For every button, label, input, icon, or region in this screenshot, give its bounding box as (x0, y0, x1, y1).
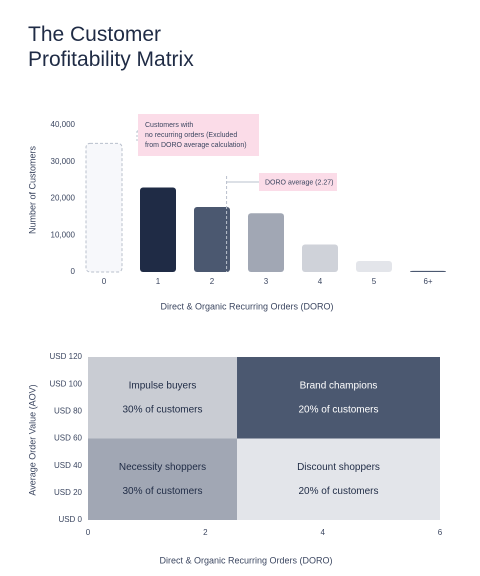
quadrant (237, 357, 440, 439)
quadrant-name: Impulse buyers (129, 380, 197, 391)
x-tick-label: 0 (102, 277, 107, 286)
annotation-box (138, 114, 259, 156)
x-axis-label: Direct & Organic Recurring Orders (DORO) (160, 301, 333, 311)
quadrant-name: Brand champions (300, 380, 378, 391)
quadrant-share: 30% of customers (122, 486, 202, 497)
y-tick-label: USD 40 (54, 461, 83, 470)
title: The Customer Profitability Matrix (28, 23, 194, 71)
x-tick-label: 0 (86, 528, 91, 537)
x-axis-label: Direct & Organic Recurring Orders (DORO) (159, 555, 332, 565)
y-tick-label: USD 60 (54, 434, 83, 443)
bar (356, 260, 392, 272)
quadrant (237, 438, 440, 520)
y-tick-label: USD 0 (58, 515, 82, 524)
y-axis-label: Average Order Value (AOV) (27, 384, 37, 495)
quadrant (88, 438, 238, 520)
quadrant-share: 20% of customers (298, 404, 378, 415)
annotation-text: from DORO average calculation) (145, 142, 247, 149)
y-tick-label: 20,000 (51, 194, 76, 203)
x-tick-label: 5 (372, 277, 377, 286)
y-axis-label: Number of Customers (27, 145, 37, 234)
quadrant-name: Necessity shoppers (119, 462, 206, 473)
quadrant-share: 30% of customers (122, 404, 202, 415)
x-tick-label: 4 (318, 277, 323, 286)
y-tick-label: 40,000 (51, 120, 76, 129)
bar (140, 187, 176, 272)
x-tick-label: 2 (210, 277, 215, 286)
bar (410, 270, 446, 272)
quadrant-share: 20% of customers (298, 486, 378, 497)
bar (194, 206, 230, 272)
annotation-text: Customers with (145, 122, 193, 129)
y-tick-label: USD 20 (54, 488, 83, 497)
annotation-text: DORO average (2.27) (265, 179, 333, 186)
y-tick-label: USD 100 (50, 379, 83, 388)
y-tick-label: 10,000 (51, 230, 76, 239)
y-tick-label: 0 (71, 267, 76, 276)
bar (85, 142, 123, 273)
x-tick-label: 4 (320, 528, 325, 537)
x-tick-label: 6+ (423, 277, 432, 286)
quadrant-name: Discount shoppers (297, 462, 380, 473)
x-tick-label: 6 (438, 528, 443, 537)
y-tick-label: USD 120 (50, 352, 83, 361)
bar (302, 244, 338, 272)
bar (248, 213, 284, 272)
y-tick-label: USD 80 (54, 406, 83, 415)
x-tick-label: 3 (264, 277, 269, 286)
y-tick-label: 30,000 (51, 157, 76, 166)
x-tick-label: 1 (156, 277, 161, 286)
quadrant (88, 357, 238, 439)
annotation-box (259, 173, 337, 191)
x-tick-label: 2 (203, 528, 208, 537)
annotation-text: no recurring orders (Excluded (145, 132, 237, 139)
